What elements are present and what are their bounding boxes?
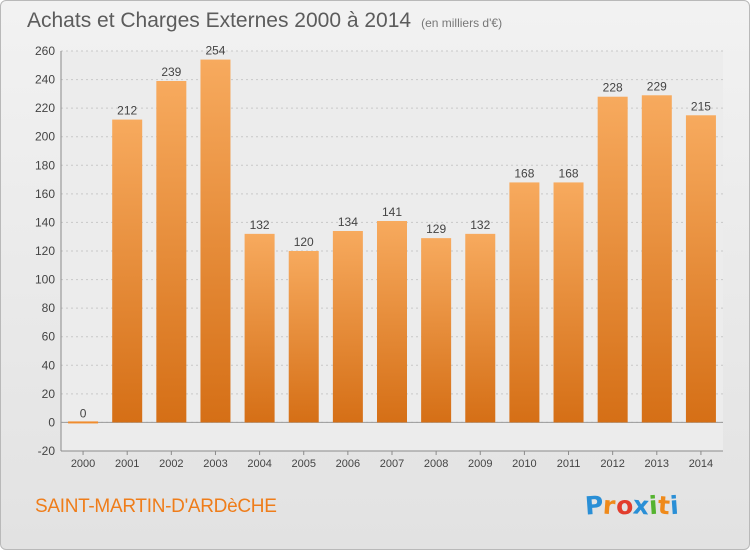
bar	[332, 231, 363, 423]
x-tick-label: 2010	[512, 458, 536, 470]
y-tick-label: 260	[35, 44, 55, 58]
y-tick-label: 160	[35, 187, 55, 201]
bar	[641, 95, 672, 423]
value-label: 228	[603, 81, 623, 95]
bar	[597, 96, 628, 423]
value-label: 141	[382, 205, 402, 219]
value-label: 168	[514, 166, 534, 180]
y-tick-label: 100	[35, 273, 55, 287]
x-tick-label: 2000	[71, 458, 95, 470]
value-label: 132	[250, 218, 270, 232]
value-label: 120	[294, 235, 314, 249]
proxiti-logo: Proxiti	[584, 490, 680, 521]
y-tick-label: 140	[35, 215, 55, 229]
y-tick-label: 200	[35, 130, 55, 144]
value-label: 239	[161, 65, 181, 79]
y-tick-label: 0	[48, 415, 55, 429]
value-label: 229	[647, 79, 667, 93]
logo-letter: o	[614, 490, 634, 521]
y-tick-label: 240	[35, 73, 55, 87]
logo-letter: i	[668, 490, 680, 521]
bar	[509, 182, 540, 423]
value-label: 212	[117, 104, 137, 118]
x-tick-label: 2003	[203, 458, 227, 470]
value-label: 168	[559, 166, 579, 180]
x-tick-label: 2008	[424, 458, 448, 470]
x-tick-label: 2013	[645, 458, 669, 470]
y-tick-label: 40	[42, 358, 56, 372]
x-tick-label: 2006	[336, 458, 360, 470]
chart-title-text: Achats et Charges Externes 2000 à 2014	[27, 9, 412, 32]
commune-name: SAINT-MARTIN-D'ARDèCHE	[35, 496, 277, 517]
chart-subtitle: (en milliers d'€)	[421, 16, 503, 30]
y-tick-label: 120	[35, 244, 55, 258]
value-label: 134	[338, 215, 358, 229]
y-tick-label: 180	[35, 158, 55, 172]
y-tick-label: 20	[42, 387, 56, 401]
y-tick-label: 60	[42, 330, 56, 344]
y-tick-label: 80	[42, 301, 56, 315]
x-tick-label: 2009	[468, 458, 492, 470]
bar	[685, 115, 716, 423]
x-tick-label: 2011	[557, 458, 581, 470]
value-label: 129	[426, 222, 446, 236]
bar	[112, 119, 143, 423]
x-tick-label: 2005	[291, 458, 315, 470]
bar	[200, 59, 231, 423]
bar	[421, 238, 452, 423]
y-tick-label: -20	[38, 444, 56, 458]
bar	[244, 233, 275, 423]
bar	[553, 182, 584, 423]
chart-title: Achats et Charges Externes 2000 à 2014 (e…	[27, 9, 502, 33]
bar	[377, 221, 407, 423]
y-tick-label: 220	[35, 101, 55, 115]
value-label: 215	[691, 99, 711, 113]
value-label: 132	[470, 218, 490, 232]
x-tick-label: 2004	[247, 458, 271, 470]
bar	[156, 81, 187, 423]
x-tick-label: 2002	[159, 458, 183, 470]
bar	[465, 233, 496, 423]
x-tick-label: 2014	[689, 458, 713, 470]
x-tick-label: 2012	[600, 458, 624, 470]
x-tick-label: 2001	[115, 458, 139, 470]
x-tick-label: 2007	[380, 458, 404, 470]
bar	[288, 251, 319, 423]
bar	[68, 421, 99, 424]
value-label: 254	[205, 44, 225, 58]
value-label: 0	[80, 406, 87, 420]
